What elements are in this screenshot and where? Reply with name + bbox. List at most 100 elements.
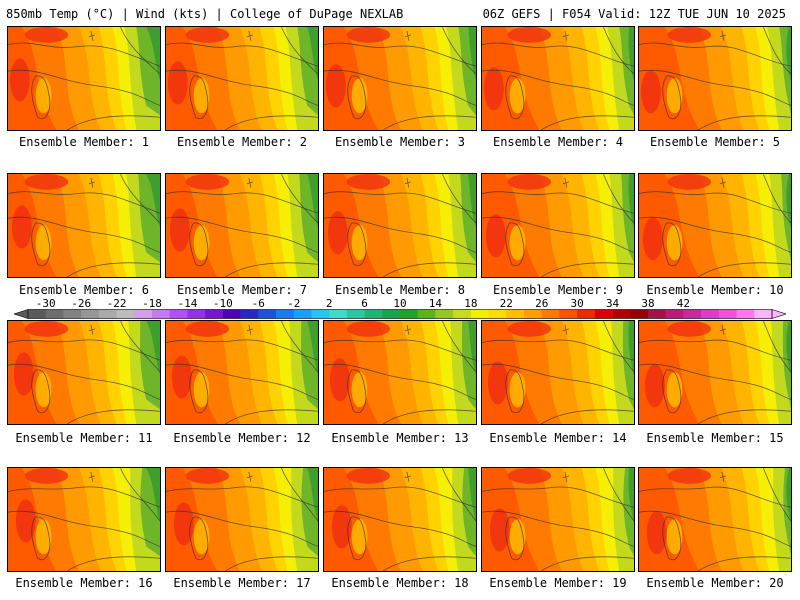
temperature-map: [166, 27, 318, 130]
ensemble-member-label: Ensemble Member: 18: [331, 576, 469, 590]
temperature-map: [166, 468, 318, 571]
colorbar-tick-label: 22: [499, 297, 513, 310]
ensemble-map-panel: [7, 173, 161, 278]
colorbar-swatch: [63, 309, 82, 319]
colorbar-swatch: [417, 309, 436, 319]
temperature-map: [8, 321, 160, 424]
temperature-map: [8, 174, 160, 277]
ensemble-map-panel: [323, 320, 477, 425]
colorbar-tick-label: 2: [325, 297, 333, 310]
colorbar-swatch: [470, 309, 489, 319]
ensemble-map-panel: [481, 173, 635, 278]
colorbar-tick-label: 14: [428, 297, 443, 310]
ensemble-map-panel: [481, 26, 635, 131]
colorbar-swatch: [718, 309, 737, 319]
ensemble-map-panel: [323, 173, 477, 278]
colorbar-swatches: [14, 309, 786, 319]
ensemble-member-label: Ensemble Member: 3: [334, 135, 466, 149]
colorbar-swatch: [258, 309, 277, 319]
colorbar-swatch: [488, 309, 507, 319]
ensemble-member-label: Ensemble Member: 1: [18, 135, 150, 149]
colorbar-tick-label: 26: [535, 297, 549, 310]
colorbar-swatch: [276, 309, 295, 319]
colorbar-swatch: [222, 309, 241, 319]
colorbar-swatch: [665, 309, 684, 319]
colorbar-tick-label: 18: [464, 297, 478, 310]
colorbar-tick-label: -30: [35, 297, 56, 310]
temperature-map: [482, 468, 634, 571]
colorbar-swatch: [736, 309, 755, 319]
colorbar-swatch: [169, 309, 188, 319]
header-valid-time: 06Z GEFS | F054 Valid: 12Z TUE JUN 10 20…: [482, 7, 786, 21]
ensemble-map-panel: [638, 320, 792, 425]
ensemble-map-panel: [165, 173, 319, 278]
temperature-map: [482, 321, 634, 424]
temperature-map: [324, 174, 476, 277]
colorbar-tick-label: -18: [142, 297, 162, 310]
colorbar-swatch: [648, 309, 667, 319]
ensemble-member-label: Ensemble Member: 15: [646, 431, 784, 445]
colorbar-swatch: [559, 309, 578, 319]
colorbar-swatch: [382, 309, 401, 319]
ensemble-map-panel: [481, 320, 635, 425]
ensemble-member-label: Ensemble Member: 2: [176, 135, 308, 149]
colorbar-tick-label: 38: [641, 297, 655, 310]
ensemble-map-panel: [7, 26, 161, 131]
temperature-map: [324, 321, 476, 424]
colorbar-min-arrow: [14, 309, 29, 319]
colorbar-swatch: [594, 309, 613, 319]
temperature-map: [482, 27, 634, 130]
colorbar-swatch: [701, 309, 720, 319]
colorbar-swatch: [630, 309, 649, 319]
ensemble-map-panel: [323, 26, 477, 131]
temperature-colorbar: -30 -26 -22 -18 -14 -10 -6 -2 2 6 10 14 18 22 26 30 34 38…: [14, 298, 786, 322]
colorbar-swatch: [400, 309, 419, 319]
colorbar-swatch: [116, 309, 135, 319]
colorbar-swatch: [612, 309, 631, 319]
colorbar-swatch: [346, 309, 365, 319]
colorbar-tick-label: 30: [570, 297, 584, 310]
temperature-map: [324, 468, 476, 571]
temperature-map: [639, 174, 791, 277]
temperature-map: [166, 321, 318, 424]
ensemble-member-label: Ensemble Member: 6: [18, 283, 150, 297]
ensemble-member-label: Ensemble Member: 8: [334, 283, 466, 297]
colorbar-swatch: [524, 309, 543, 319]
colorbar-tick-label: 34: [605, 297, 620, 310]
temperature-map: [639, 27, 791, 130]
colorbar-swatch: [45, 309, 64, 319]
colorbar-swatch: [435, 309, 454, 319]
colorbar-swatch: [364, 309, 383, 319]
colorbar-swatch: [152, 309, 171, 319]
ensemble-map-panel: [323, 467, 477, 572]
colorbar-swatch: [81, 309, 100, 319]
colorbar-swatch: [187, 309, 206, 319]
ensemble-member-label: Ensemble Member: 12: [173, 431, 311, 445]
ensemble-map-panel: [165, 26, 319, 131]
ensemble-member-label: Ensemble Member: 19: [489, 576, 627, 590]
colorbar-swatch: [240, 309, 259, 319]
temperature-map: [639, 468, 791, 571]
ensemble-member-label: Ensemble Member: 4: [492, 135, 624, 149]
ensemble-member-label: Ensemble Member: 9: [492, 283, 624, 297]
temperature-map: [8, 468, 160, 571]
temperature-map: [324, 27, 476, 130]
ensemble-member-label: Ensemble Member: 5: [649, 135, 781, 149]
colorbar-tick-label: 42: [676, 297, 691, 310]
ensemble-member-label: Ensemble Member: 10: [646, 283, 784, 297]
colorbar-swatch: [577, 309, 596, 319]
ensemble-member-label: Ensemble Member: 14: [489, 431, 627, 445]
ensemble-map-panel: [638, 467, 792, 572]
colorbar-tick-label: 6: [361, 297, 368, 310]
ensemble-map-panel: [165, 467, 319, 572]
colorbar-swatch: [205, 309, 224, 319]
temperature-map: [639, 321, 791, 424]
ensemble-map-panel: [638, 173, 792, 278]
temperature-map: [8, 27, 160, 130]
ensemble-member-label: Ensemble Member: 11: [15, 431, 153, 445]
colorbar-swatch: [134, 309, 153, 319]
colorbar-swatch: [311, 309, 330, 319]
colorbar-swatch: [329, 309, 348, 319]
temperature-map: [166, 174, 318, 277]
colorbar-swatch: [683, 309, 702, 319]
